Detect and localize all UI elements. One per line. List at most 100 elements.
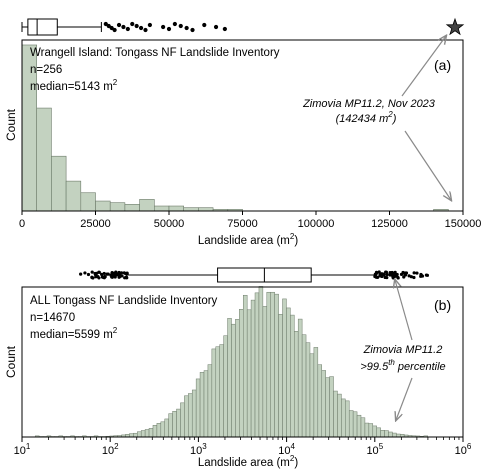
outlier-point: [124, 275, 129, 279]
histogram-bar: [109, 202, 126, 212]
histogram-bar: [258, 286, 264, 438]
histogram-bar: [305, 342, 311, 438]
outlier-point: [79, 272, 83, 276]
annotation-a-line1: Zimovia MP11.2, Nov 2023: [302, 98, 436, 110]
histogram-bar: [242, 294, 248, 438]
histogram-bar: [235, 319, 240, 438]
outlier-point: [178, 23, 183, 29]
histogram-bar: [215, 346, 220, 438]
x-tick-label: 150000: [445, 218, 482, 230]
histogram-bar: [144, 429, 150, 438]
histogram-bar: [168, 413, 173, 438]
x-tick-label: 103: [190, 442, 207, 457]
inventory-title-b: ALL Tongass NF Landslide Inventory: [30, 295, 218, 307]
outlier-point: [409, 275, 413, 279]
histogram-bar: [160, 421, 166, 438]
histogram-bar: [325, 377, 330, 438]
annotation-arrow-b-up: [395, 280, 413, 341]
count-text-a: n=256: [30, 64, 62, 76]
outlier-point: [166, 26, 172, 32]
histogram-bar: [154, 205, 170, 212]
x-tick-label: 125000: [371, 218, 408, 230]
outlier-point: [105, 272, 109, 276]
outlier-point: [147, 22, 152, 28]
histogram-bar: [137, 431, 142, 438]
plot-frame-a: [21, 39, 464, 212]
x-tick-label: 104: [278, 442, 295, 457]
outlier-point: [383, 275, 387, 280]
histogram-bar: [352, 411, 358, 438]
x-tick-label: 100000: [298, 218, 335, 230]
x-axis-label-a: Landslide area (m2): [198, 232, 299, 247]
plot-frame-b: [21, 286, 464, 438]
histogram-bar: [180, 402, 185, 438]
x-tick-label: 50000: [154, 218, 185, 230]
outlier-point: [130, 21, 135, 27]
panel-b: 101 102 103 104 105 106 ALL Tongass NF Landsl…: [4, 267, 472, 469]
outlier-point: [117, 275, 121, 279]
panel-label-a: (a): [434, 57, 451, 73]
histogram-bar: [384, 430, 389, 438]
outlier-point: [390, 270, 394, 275]
histogram-bar: [188, 393, 193, 438]
histogram-bar: [360, 417, 366, 438]
annotation-b-line1: Zimovia MP11.2: [363, 344, 443, 356]
histogram-bar: [211, 348, 217, 438]
histogram-bar: [380, 430, 385, 438]
histogram-bar: [156, 423, 162, 438]
outlier-point: [112, 27, 117, 33]
outlier-point: [143, 27, 148, 33]
histogram-bar: [337, 393, 342, 438]
outlier-point: [100, 272, 104, 276]
outlier-point: [110, 275, 114, 279]
histogram-bar: [282, 298, 287, 438]
x-tick-label: 25000: [80, 218, 111, 230]
histogram-bar: [376, 427, 381, 438]
histogram-bar: [290, 314, 295, 438]
outlier-point: [114, 270, 118, 274]
outlier-point: [396, 276, 400, 280]
x-ticks-a: 0 25000 50000 75000 100000 125000 150000: [19, 211, 481, 230]
inventory-title-a: Wrangell Island: Tongass NF Landslide In…: [30, 47, 280, 59]
histogram-bar: [278, 314, 283, 438]
x-tick-label: 75000: [227, 218, 258, 230]
histogram-bar: [172, 411, 177, 438]
histogram-bar: [164, 418, 169, 438]
histogram-bar: [294, 331, 299, 438]
annotation-b-line2: >99.5th percentile: [360, 358, 445, 373]
outliers-a: [103, 21, 227, 33]
histogram-bar: [133, 432, 138, 438]
histogram-bar: [329, 376, 334, 438]
x-tick-label: 0: [19, 218, 25, 230]
outlier-point: [134, 23, 139, 29]
outlier-point: [121, 24, 126, 30]
y-axis-label-a: Count: [4, 108, 18, 141]
histogram-bar: [368, 423, 374, 438]
annotation-arrow-a-up: [401, 36, 446, 97]
histogram-bar: [333, 390, 338, 438]
histogram-bar: [388, 431, 393, 438]
outlier-point: [184, 25, 189, 31]
outlier-point: [412, 275, 416, 280]
histogram-bar: [227, 318, 232, 438]
outlier-point: [415, 271, 419, 275]
median-text-b: median=5599 m2: [30, 326, 118, 341]
annotation-arrow-b-down: [396, 377, 413, 420]
histogram-bar: [219, 344, 224, 438]
outlier-point: [374, 271, 379, 275]
histogram-bar: [274, 293, 279, 438]
outlier-point: [172, 21, 177, 27]
boxplot-b: [128, 267, 375, 283]
outlier-point: [380, 274, 384, 279]
histogram-bar: [124, 204, 140, 212]
histogram-bar: [139, 199, 155, 212]
histogram-bar: [36, 107, 52, 212]
histogram-bar: [262, 306, 268, 438]
histogram-bar: [364, 422, 370, 438]
histogram-bar: [286, 307, 291, 438]
outlier-point: [412, 271, 416, 275]
median-text-a: median=5143 m2: [30, 78, 118, 93]
count-text-b: n=14670: [30, 312, 75, 324]
outlier-point: [402, 275, 406, 279]
